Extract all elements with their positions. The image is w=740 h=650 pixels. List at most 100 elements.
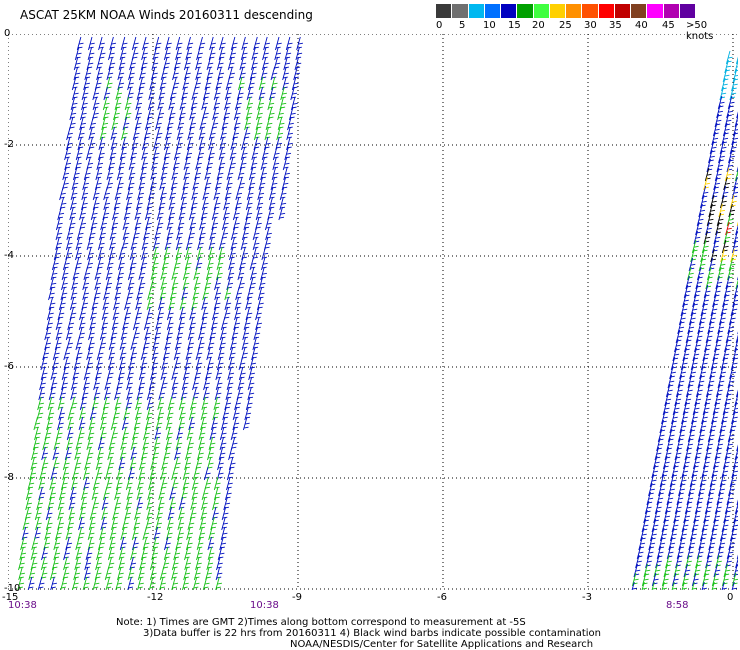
wind-barb xyxy=(61,366,69,381)
wind-barb xyxy=(193,266,201,281)
wind-barb xyxy=(221,116,229,131)
wind-barb xyxy=(212,306,219,321)
wind-barb xyxy=(217,346,225,361)
wind-barb xyxy=(198,136,206,151)
wind-barb xyxy=(52,346,60,361)
note-line-1: Note: 1) Times are GMT 2)Times along bot… xyxy=(116,617,526,628)
wind-barb xyxy=(191,486,199,501)
wind-barb xyxy=(286,136,293,151)
wind-speed-legend: 0 5 10 15 20 25 30 35 40 45 >50 knots xyxy=(436,4,736,42)
wind-barb xyxy=(146,506,154,521)
wind-barb xyxy=(36,496,43,511)
wind-barb xyxy=(132,126,140,141)
wind-barb xyxy=(60,286,68,301)
wind-barb xyxy=(79,116,86,131)
wind-barb xyxy=(92,96,100,111)
wind-barb xyxy=(191,296,198,311)
wind-barb xyxy=(118,156,126,171)
wind-barb xyxy=(149,556,157,571)
wind-barb xyxy=(198,126,206,141)
wind-barb xyxy=(691,581,697,590)
wind-barb xyxy=(89,316,96,331)
wind-barb xyxy=(92,186,100,201)
wind-barb xyxy=(175,246,183,261)
wind-barb xyxy=(205,266,213,281)
legend-label: 15 xyxy=(508,20,521,31)
wind-barb xyxy=(133,516,141,531)
wind-barb xyxy=(173,146,181,161)
wind-barb xyxy=(101,116,109,131)
wind-barb xyxy=(104,566,112,581)
wind-barb xyxy=(284,146,292,161)
wind-barb xyxy=(55,526,62,541)
legend-swatch xyxy=(566,4,583,18)
wind-barb xyxy=(106,256,114,271)
wind-barb xyxy=(50,266,58,281)
wind-barb xyxy=(164,236,172,251)
wind-barb xyxy=(79,396,87,411)
wind-barb xyxy=(166,426,173,441)
wind-barb xyxy=(278,206,286,221)
wind-barb xyxy=(154,426,162,441)
wind-barb xyxy=(150,366,157,381)
wind-barb xyxy=(239,256,246,271)
wind-barb xyxy=(716,545,724,560)
wind-barb xyxy=(103,286,110,301)
wind-barb xyxy=(91,296,99,311)
wind-barb xyxy=(706,158,714,173)
wind-barb xyxy=(88,336,95,351)
wind-barb xyxy=(161,356,168,371)
wind-barb xyxy=(108,156,115,171)
wind-barb xyxy=(287,116,294,131)
wind-barb xyxy=(267,96,275,111)
wind-barb xyxy=(117,66,125,81)
wind-barb xyxy=(53,546,61,561)
wind-barb xyxy=(204,76,212,91)
wind-barb xyxy=(134,506,141,521)
wind-barb xyxy=(59,186,66,201)
wind-barb xyxy=(135,296,142,311)
wind-barb xyxy=(108,356,115,371)
wind-barb xyxy=(49,476,57,491)
wind-barb xyxy=(118,356,126,371)
wind-barb xyxy=(166,306,174,321)
wind-barb xyxy=(157,406,165,421)
wind-barb xyxy=(238,356,246,371)
wind-barb xyxy=(78,506,86,521)
legend-swatch xyxy=(679,4,696,18)
wind-barb xyxy=(656,545,664,560)
wind-barb xyxy=(242,416,250,431)
wind-barb xyxy=(114,396,122,411)
wind-barb xyxy=(82,176,89,191)
wind-barb xyxy=(140,356,148,371)
wind-barb xyxy=(157,96,165,111)
wind-barb xyxy=(44,326,52,341)
wind-barb xyxy=(40,356,48,371)
legend-swatch xyxy=(663,4,680,18)
wind-barb xyxy=(201,396,209,411)
wind-barb xyxy=(142,436,150,451)
wind-barb xyxy=(646,545,654,560)
wind-barb xyxy=(193,566,201,581)
wind-barb xyxy=(50,376,58,391)
wind-barb xyxy=(170,386,178,401)
lon-tick-label: -15 xyxy=(2,592,19,603)
legend-swatch xyxy=(647,4,664,18)
wind-barb xyxy=(70,476,78,491)
wind-barb xyxy=(99,126,107,141)
wind-barb xyxy=(251,346,258,361)
wind-barb xyxy=(188,206,196,221)
wind-barb xyxy=(41,446,48,461)
wind-barb xyxy=(270,76,278,91)
legend-swatch xyxy=(484,4,501,18)
wind-barb xyxy=(44,526,52,541)
wind-barb xyxy=(195,56,202,71)
wind-barb xyxy=(186,36,194,51)
wind-barb xyxy=(195,66,202,81)
wind-barbs xyxy=(17,36,738,590)
wind-barb xyxy=(651,581,657,590)
legend-label: 5 xyxy=(459,20,466,31)
wind-barb xyxy=(270,66,278,81)
wind-barb xyxy=(157,396,165,411)
wind-barb xyxy=(49,276,57,291)
